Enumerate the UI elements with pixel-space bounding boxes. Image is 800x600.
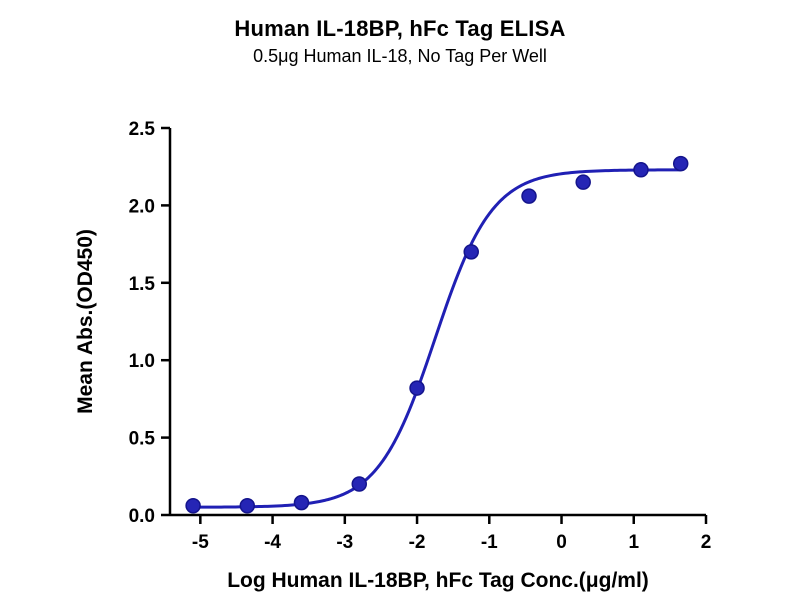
- x-tick-label: -3: [336, 532, 353, 553]
- x-tick-label: 0: [556, 532, 567, 553]
- y-tick-label: 0.5: [129, 429, 156, 450]
- data-point: [351, 476, 368, 492]
- chart-subtitle: 0.5μg Human IL-18, No Tag Per Well: [253, 46, 547, 66]
- x-tick-label: -1: [481, 532, 498, 553]
- data-point: [409, 380, 425, 396]
- y-tick-label: 1.5: [129, 274, 156, 295]
- x-tick-label: -4: [264, 532, 281, 553]
- elisa-dose-response-plot: -5 -4 -3 -2 -1 0 1 2 0.0 0.5 1.0 1.5 2.0 2.5 Log Human…: [74, 119, 712, 592]
- data-point: [185, 497, 201, 514]
- x-axis-title: Log Human IL-18BP, hFc Tag Conc.(μg/ml): [227, 569, 649, 592]
- plot-area: -5 -4 -3 -2 -1 0 1 2 0.0 0.5 1.0 1.5 2.0 2.5 Log Human…: [0, 72, 800, 600]
- y-tick-label: 1.0: [129, 351, 155, 372]
- y-tick-label: 0.0: [129, 506, 155, 527]
- fit-curve: [188, 168, 683, 509]
- y-axis-title: Mean Abs.(OD450): [74, 229, 97, 414]
- x-tick-label: 1: [628, 532, 639, 553]
- data-point: [239, 497, 256, 514]
- data-point: [293, 494, 310, 511]
- x-tick-label: -5: [192, 532, 209, 553]
- data-point: [633, 162, 649, 178]
- y-tick-label: 2.5: [129, 119, 156, 140]
- data-point: [463, 244, 479, 260]
- y-tick-label: 2.0: [129, 196, 155, 217]
- x-tick-label: 2: [701, 532, 712, 553]
- data-point: [672, 155, 689, 172]
- data-point: [575, 174, 591, 190]
- data-point: [521, 188, 537, 204]
- x-tick-label: -2: [409, 532, 426, 553]
- chart-title: Human IL-18BP, hFc Tag ELISA: [234, 16, 566, 41]
